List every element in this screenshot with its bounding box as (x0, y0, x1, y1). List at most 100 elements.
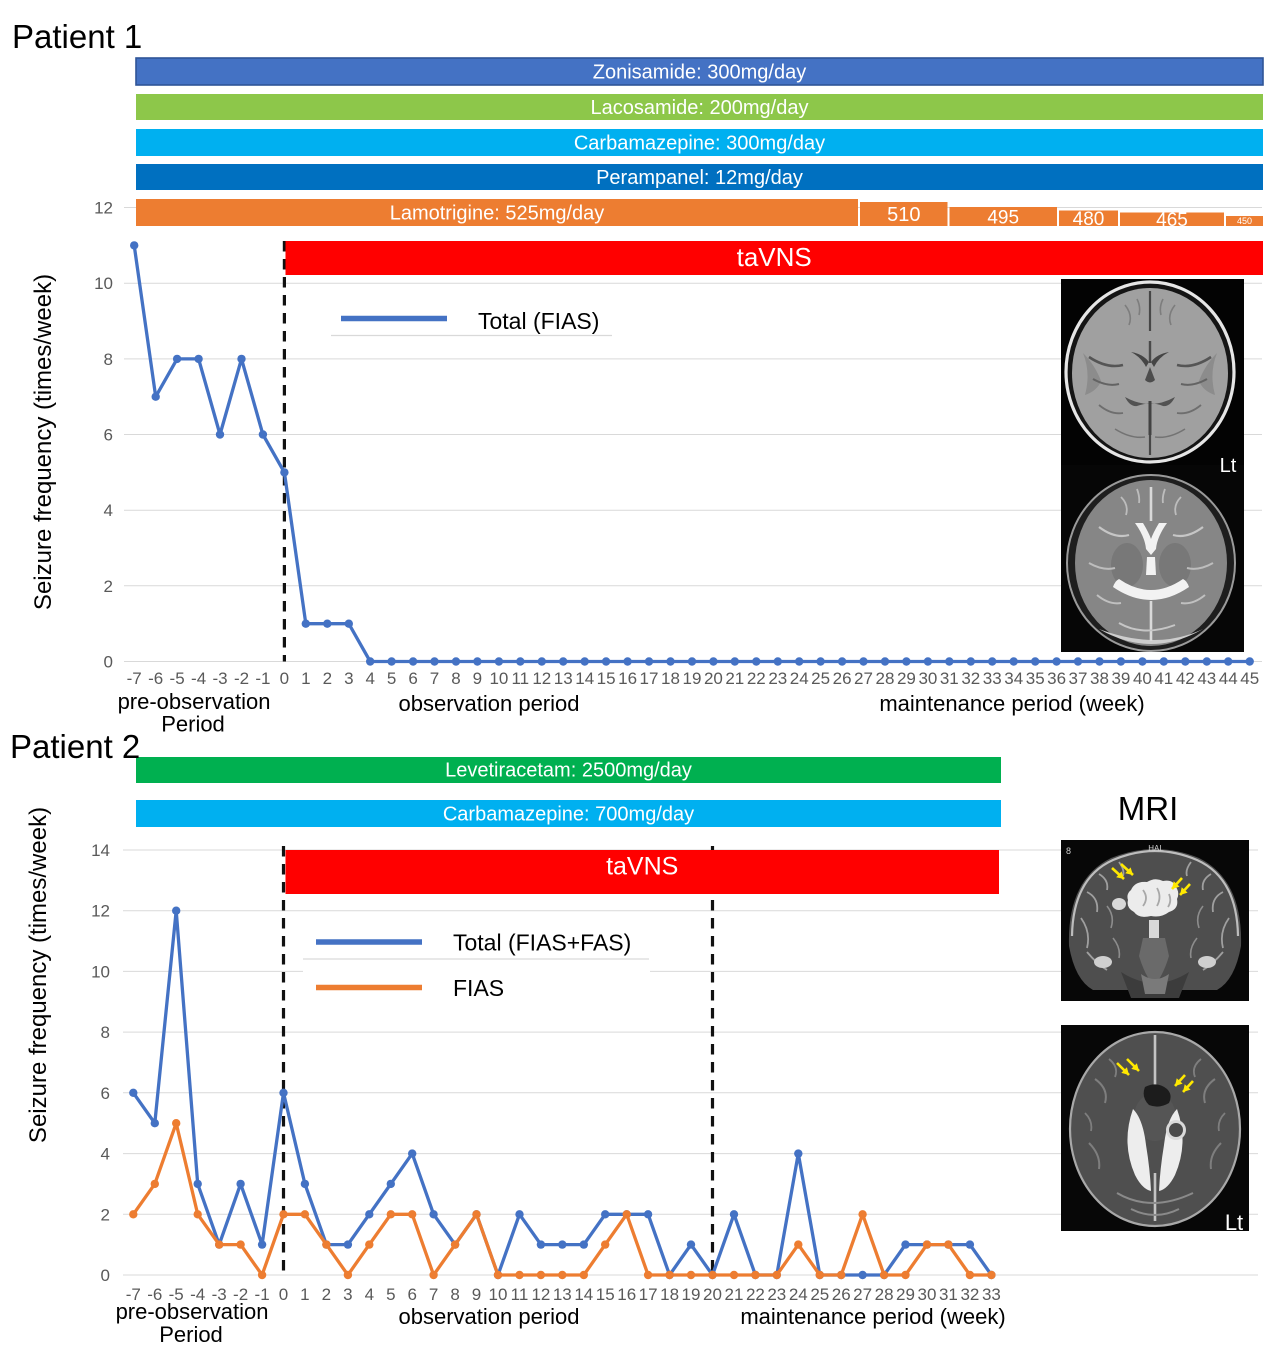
svg-text:6: 6 (101, 1084, 110, 1103)
svg-text:2: 2 (104, 577, 113, 596)
svg-text:20: 20 (703, 1285, 722, 1304)
svg-text:8: 8 (451, 669, 460, 688)
svg-text:Lacosamide: 200mg/day: Lacosamide: 200mg/day (591, 97, 809, 119)
svg-text:2: 2 (323, 669, 332, 688)
svg-text:Total (FIAS+FAS): Total (FIAS+FAS) (453, 930, 631, 956)
svg-text:Period: Period (161, 712, 225, 737)
svg-text:37: 37 (1069, 669, 1088, 688)
svg-text:HAL: HAL (1148, 844, 1164, 853)
svg-text:10: 10 (489, 669, 508, 688)
svg-text:-3: -3 (212, 669, 227, 688)
svg-text:4: 4 (104, 501, 113, 520)
svg-text:Total (FIAS): Total (FIAS) (478, 308, 599, 334)
svg-text:21: 21 (725, 1285, 744, 1304)
svg-text:495: 495 (987, 207, 1019, 228)
svg-text:36: 36 (1047, 669, 1066, 688)
svg-text:Period: Period (159, 1322, 223, 1347)
svg-text:25: 25 (810, 1285, 829, 1304)
svg-text:10: 10 (489, 1285, 508, 1304)
svg-text:Carbamazepine: 300mg/day: Carbamazepine: 300mg/day (574, 133, 825, 155)
svg-text:12: 12 (91, 902, 110, 921)
svg-text:taVNS: taVNS (606, 853, 678, 881)
svg-text:26: 26 (832, 1285, 851, 1304)
svg-text:9: 9 (473, 669, 482, 688)
svg-text:-5: -5 (170, 669, 185, 688)
svg-text:22: 22 (747, 669, 766, 688)
svg-text:pre-observation: pre-observation (118, 689, 271, 714)
svg-text:Levetiracetam: 2500mg/day: Levetiracetam: 2500mg/day (445, 760, 692, 782)
svg-text:-4: -4 (191, 669, 206, 688)
svg-text:5: 5 (387, 669, 396, 688)
svg-text:18: 18 (660, 1285, 679, 1304)
svg-text:28: 28 (876, 669, 895, 688)
svg-text:9: 9 (472, 1285, 481, 1304)
svg-text:12: 12 (94, 199, 113, 218)
svg-text:31: 31 (939, 1285, 958, 1304)
svg-text:6: 6 (407, 1285, 416, 1304)
svg-text:45: 45 (1240, 669, 1259, 688)
svg-text:17: 17 (640, 669, 659, 688)
svg-text:12: 12 (532, 669, 551, 688)
svg-text:10: 10 (91, 962, 110, 981)
svg-text:0: 0 (101, 1266, 110, 1285)
svg-text:17: 17 (639, 1285, 658, 1304)
svg-text:41: 41 (1154, 669, 1173, 688)
svg-text:14: 14 (574, 1285, 593, 1304)
svg-text:0: 0 (104, 653, 113, 672)
svg-text:8: 8 (1066, 846, 1071, 856)
svg-text:1: 1 (300, 1285, 309, 1304)
svg-text:33: 33 (983, 669, 1002, 688)
svg-text:30: 30 (918, 1285, 937, 1304)
svg-text:38: 38 (1090, 669, 1109, 688)
svg-text:4: 4 (365, 1285, 374, 1304)
svg-text:10: 10 (94, 274, 113, 293)
svg-text:MRI: MRI (1118, 790, 1179, 827)
svg-text:23: 23 (767, 1285, 786, 1304)
svg-text:4: 4 (101, 1145, 110, 1164)
svg-text:13: 13 (553, 1285, 572, 1304)
svg-text:34: 34 (1004, 669, 1023, 688)
svg-text:29: 29 (896, 1285, 915, 1304)
svg-text:27: 27 (853, 1285, 872, 1304)
svg-text:31: 31 (940, 669, 959, 688)
svg-text:26: 26 (833, 669, 852, 688)
svg-text:450: 450 (1237, 216, 1252, 226)
svg-text:18: 18 (661, 669, 680, 688)
svg-text:-4: -4 (190, 1285, 205, 1304)
svg-text:44: 44 (1219, 669, 1238, 688)
svg-text:32: 32 (960, 1285, 979, 1304)
svg-text:Zonisamide: 300mg/day: Zonisamide: 300mg/day (593, 62, 806, 84)
svg-text:-6: -6 (147, 1285, 162, 1304)
svg-text:maintenance period (week): maintenance period (week) (879, 691, 1144, 716)
svg-text:1: 1 (301, 669, 310, 688)
svg-text:-2: -2 (234, 669, 249, 688)
svg-text:3: 3 (343, 1285, 352, 1304)
svg-text:observation period: observation period (398, 1304, 579, 1329)
svg-text:12: 12 (531, 1285, 550, 1304)
svg-text:510: 510 (887, 204, 920, 226)
svg-text:-7: -7 (126, 1285, 141, 1304)
svg-text:19: 19 (682, 1285, 701, 1304)
svg-text:4: 4 (365, 669, 374, 688)
svg-text:-6: -6 (148, 669, 163, 688)
svg-text:27: 27 (854, 669, 873, 688)
svg-text:observation period: observation period (398, 691, 579, 716)
svg-text:5: 5 (386, 1285, 395, 1304)
svg-text:Patient 1: Patient 1 (12, 18, 142, 55)
svg-text:14: 14 (91, 841, 110, 860)
svg-text:-1: -1 (255, 1285, 270, 1304)
svg-text:6: 6 (408, 669, 417, 688)
svg-text:13: 13 (554, 669, 573, 688)
svg-text:-7: -7 (127, 669, 142, 688)
svg-text:7: 7 (429, 1285, 438, 1304)
svg-text:24: 24 (789, 1285, 808, 1304)
svg-text:Seizure frequency (times/week): Seizure frequency (times/week) (30, 274, 57, 610)
svg-text:30: 30 (918, 669, 937, 688)
svg-text:14: 14 (575, 669, 594, 688)
svg-text:11: 11 (511, 669, 529, 688)
svg-text:32: 32 (961, 669, 980, 688)
svg-text:8: 8 (104, 350, 113, 369)
svg-text:-3: -3 (212, 1285, 227, 1304)
svg-text:16: 16 (618, 669, 637, 688)
svg-text:39: 39 (1111, 669, 1130, 688)
